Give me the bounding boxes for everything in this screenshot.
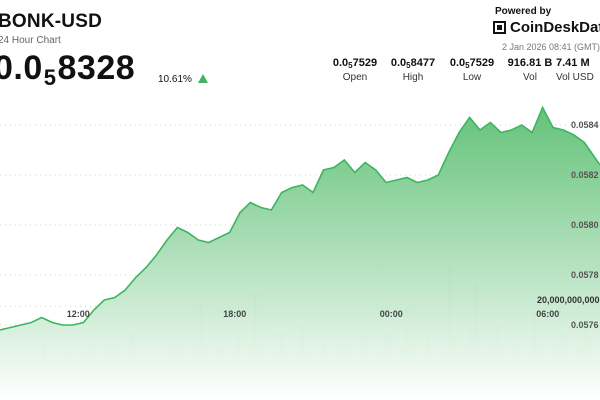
price-line xyxy=(0,105,600,331)
current-price: 0.058328 xyxy=(0,49,136,90)
price-area xyxy=(0,107,600,400)
brand-name: CoinDeskData xyxy=(510,19,600,36)
stat-sub: 5 xyxy=(348,61,353,70)
x-tick-label: 06:00 xyxy=(536,309,559,319)
stat-vol-usd: 7.41 M Vol USD xyxy=(556,57,600,83)
stat-open: 0.057529 Open xyxy=(325,57,385,83)
stat-vol: 916.81 B Vol xyxy=(500,57,560,83)
stat-label: High xyxy=(402,72,424,83)
up-triangle-icon xyxy=(198,74,208,83)
stat-digits: 7529 xyxy=(469,57,495,69)
stat-label: Vol USD xyxy=(556,72,594,83)
price-prefix: 0.0 xyxy=(0,49,43,87)
price-digits: 8328 xyxy=(57,49,136,87)
brand[interactable]: CoinDeskData xyxy=(493,19,600,36)
y-tick-label: 0.0576 xyxy=(571,320,599,330)
stat-low: 0.057529 Low xyxy=(442,57,502,83)
y-tick-label: 0.0582 xyxy=(571,170,599,180)
price-zero-count: 5 xyxy=(43,65,57,90)
chart-subtitle: 24 Hour Chart xyxy=(0,35,61,46)
y-tick-label: 0.0584 xyxy=(571,120,599,130)
y-tick-label: 0.0580 xyxy=(571,220,599,230)
stat-digits: 7529 xyxy=(352,57,378,69)
x-axis-labels: 12:00 18:00 00:00 06:00 xyxy=(67,309,560,319)
timestamp: 2 Jan 2026 08:41 (GMT) xyxy=(502,42,600,52)
price-change: 10.61% xyxy=(158,74,192,85)
volume-scale-label: 20,000,000,000 xyxy=(537,295,600,305)
stat-prefix: 0.0 xyxy=(449,57,466,69)
stat-prefix: 0.0 xyxy=(390,57,407,69)
x-tick-label: 18:00 xyxy=(223,309,246,319)
stat-label: Vol xyxy=(523,72,537,83)
coindesk-logo-icon xyxy=(493,21,506,34)
page-title: BONK-USD xyxy=(0,11,102,32)
x-tick-label: 12:00 xyxy=(67,309,90,319)
y-tick-label: 0.0578 xyxy=(571,270,599,280)
stat-label: Open xyxy=(342,72,368,83)
stat-digits: 916.81 B xyxy=(507,57,553,69)
x-tick-label: 00:00 xyxy=(380,309,403,319)
y-axis-labels: 0.0584 0.0582 0.0580 0.0578 0.0576 xyxy=(571,120,599,330)
stat-prefix: 0.0 xyxy=(332,57,349,69)
powered-by-label: Powered by xyxy=(495,6,552,17)
stat-sub: 5 xyxy=(465,61,470,70)
stat-digits: 7.41 M xyxy=(556,57,590,69)
stat-label: Low xyxy=(462,72,482,83)
stat-sub: 5 xyxy=(406,61,411,70)
stat-digits: 8477 xyxy=(410,57,436,69)
stat-high: 0.058477 High xyxy=(383,57,443,83)
